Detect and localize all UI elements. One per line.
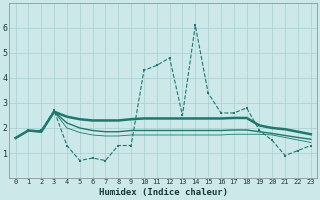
X-axis label: Humidex (Indice chaleur): Humidex (Indice chaleur): [99, 188, 228, 197]
